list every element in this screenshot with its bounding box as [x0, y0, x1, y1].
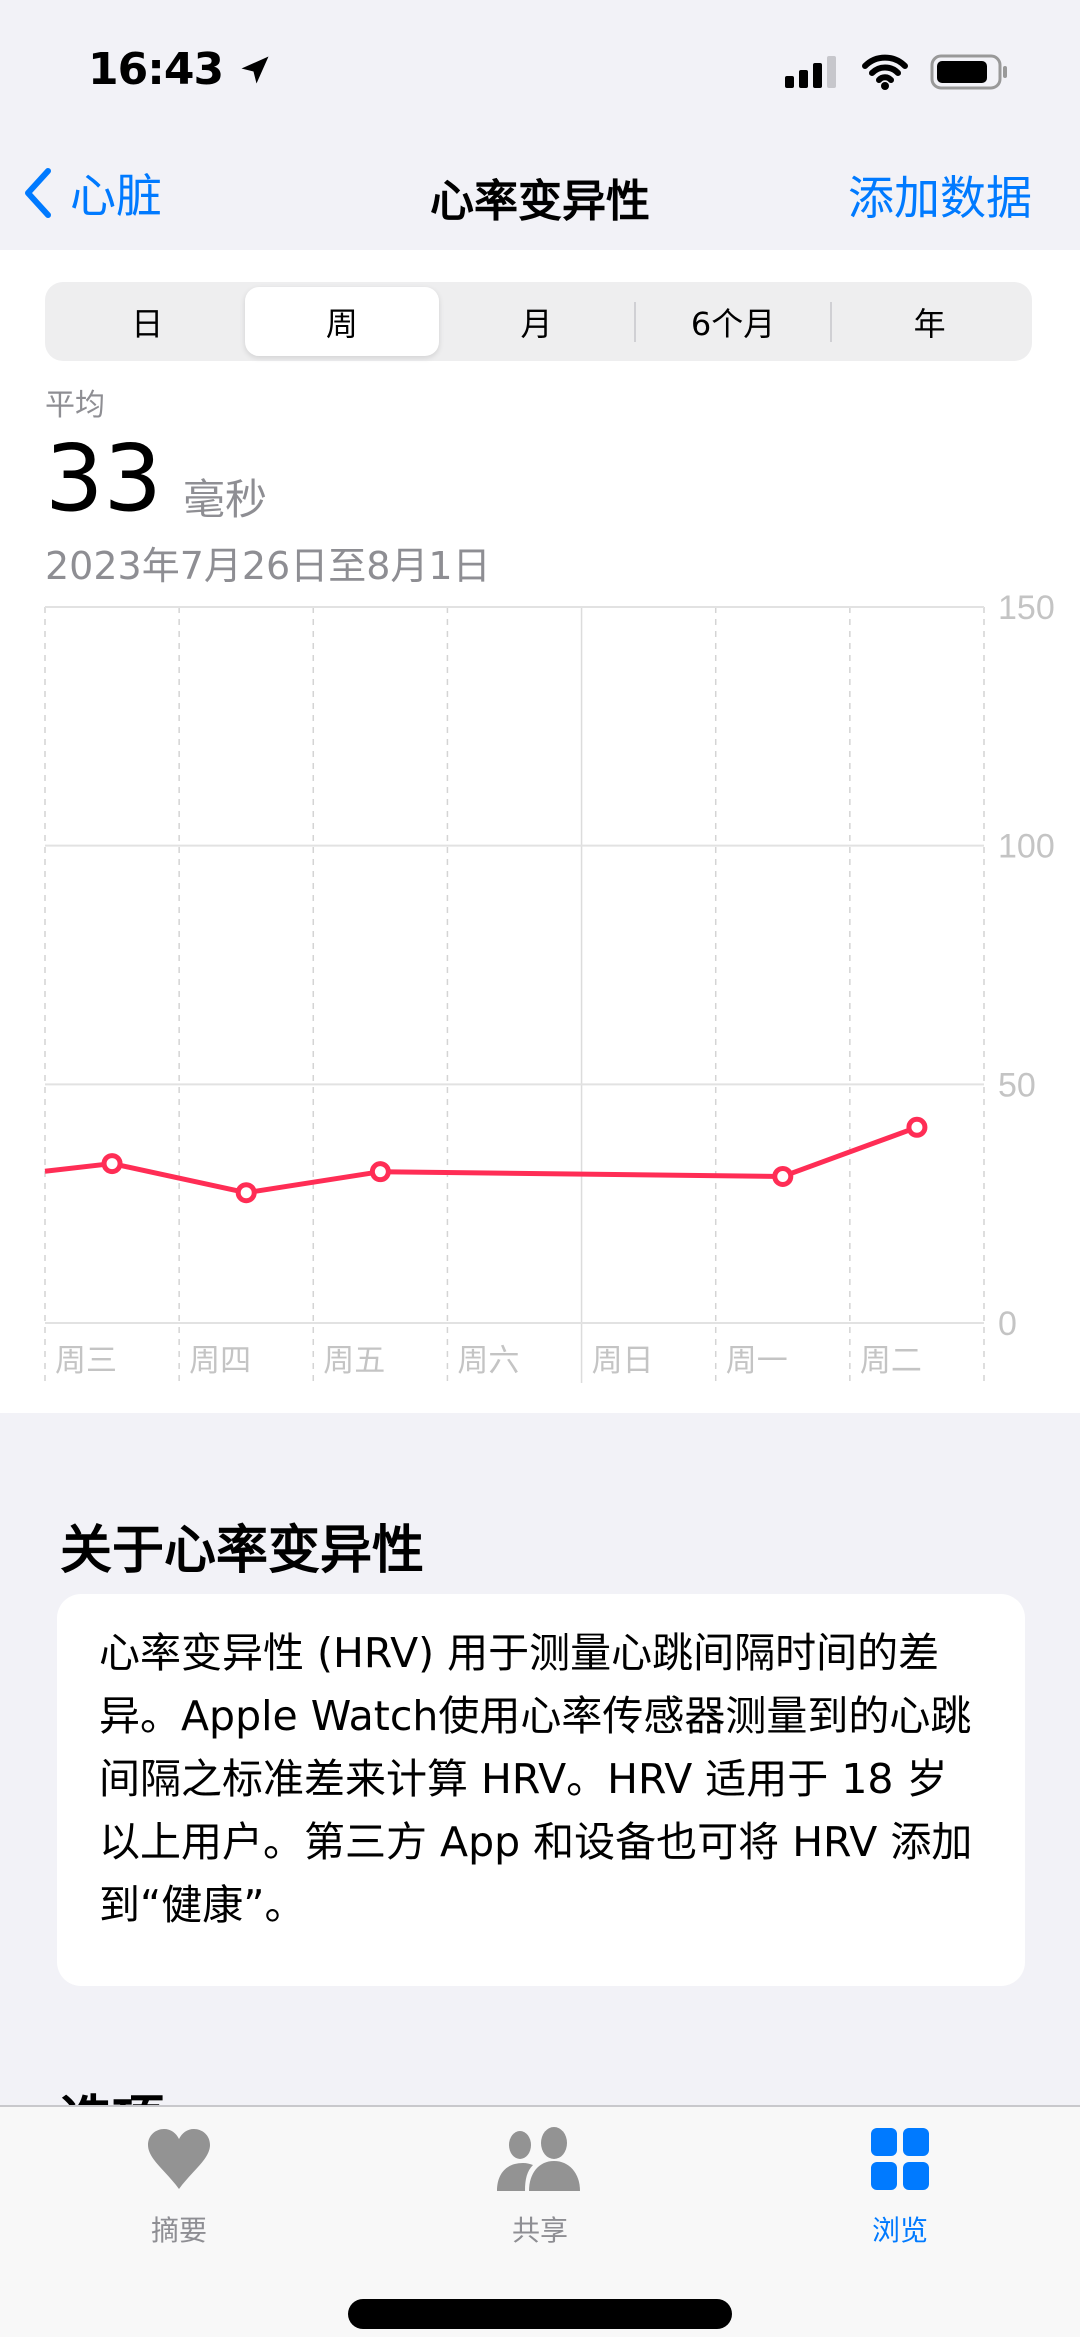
data-point: [369, 1161, 391, 1183]
segment-day[interactable]: 日: [131, 304, 164, 343]
data-point: [772, 1165, 794, 1187]
data-point: [101, 1153, 123, 1175]
grid-icon: [871, 2128, 929, 2190]
y-tick-label: 50: [998, 1066, 1036, 1104]
tab-browse[interactable]: 浏览: [800, 2127, 1000, 2249]
hrv-line-chart[interactable]: 0 50 100 150 周三 周四 周五 周六 周日 周一 周二: [0, 590, 1080, 1390]
y-tick-label: 100: [998, 828, 1055, 866]
about-card: 心率变异性 (HRV) 用于测量心跳间隔时间的差异。Apple Watch使用心…: [57, 1594, 1025, 1986]
tab-label: 共享: [511, 2214, 568, 2247]
x-tick-label: 周一: [726, 1343, 788, 1379]
tab-sharing[interactable]: 共享: [440, 2127, 640, 2249]
chevron-left-icon: [25, 168, 51, 218]
chart-section: [0, 250, 1080, 1413]
date-range: 2023年7月26日至8月1日: [45, 544, 491, 588]
x-tick-label: 周日: [592, 1343, 654, 1379]
about-title: 关于心率变异性: [60, 1521, 425, 1581]
data-point: [906, 1116, 928, 1138]
data-point: [235, 1182, 257, 1204]
add-data-button[interactable]: 添加数据: [848, 171, 1032, 225]
back-button[interactable]: 心脏: [22, 160, 162, 226]
about-text: 心率变异性 (HRV) 用于测量心跳间隔时间的差异。Apple Watch使用心…: [99, 1629, 973, 1929]
battery-icon: [930, 54, 1007, 90]
x-tick-label: 周四: [189, 1343, 251, 1379]
page-title: 心率变异性: [430, 176, 650, 227]
time-text: 16:43: [88, 44, 224, 95]
y-tick-label: 150: [998, 590, 1055, 627]
segment-month[interactable]: 月: [520, 304, 553, 343]
x-tick-label: 周六: [457, 1343, 519, 1379]
x-tick-label: 周三: [55, 1343, 117, 1379]
tab-label: 浏览: [871, 2214, 928, 2247]
tab-summary[interactable]: 摘要: [79, 2127, 279, 2249]
heart-icon: [148, 2129, 210, 2189]
divider: [830, 301, 833, 342]
wifi-icon: [862, 54, 908, 90]
tab-label: 摘要: [150, 2214, 207, 2247]
time-range-segmented-control[interactable]: 日 周 月 6个月 年: [45, 282, 1032, 361]
average-value: 33: [45, 425, 163, 532]
average-unit: 毫秒: [183, 475, 268, 524]
cellular-signal-icon: [785, 56, 836, 88]
average-label: 平均: [45, 388, 105, 423]
segment-6-months[interactable]: 6个月: [690, 304, 776, 343]
location-arrow-icon: [241, 56, 269, 84]
segment-year[interactable]: 年: [913, 304, 946, 343]
x-tick-label: 周二: [860, 1343, 922, 1379]
tab-bar: 摘要 共享 浏览: [0, 2105, 1080, 2337]
series-line: [44, 1124, 918, 1196]
people-icon: [497, 2127, 580, 2191]
y-tick-label: 0: [998, 1305, 1017, 1343]
status-time: 16:43: [88, 44, 273, 95]
back-label: 心脏: [70, 169, 162, 223]
segment-week[interactable]: 周: [244, 287, 440, 356]
home-indicator[interactable]: [348, 2299, 732, 2329]
divider: [633, 301, 636, 342]
x-tick-label: 周五: [323, 1343, 385, 1379]
